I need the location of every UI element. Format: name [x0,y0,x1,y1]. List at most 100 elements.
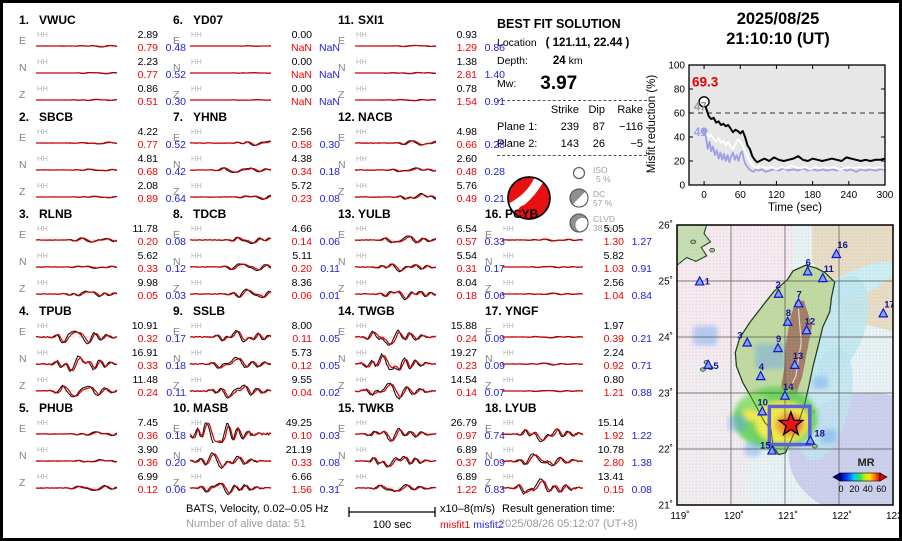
fit-values: 11.78 0.20 0.08 [121,223,187,248]
component-row-z: Z HH 0.00 NaN NaN [173,83,340,110]
amplitude-value: 2.56 [291,126,312,138]
component-letter: Z [485,283,492,295]
station-map-label: 15 [760,441,771,452]
amplitude-value: 15.88 [450,320,477,332]
misfit1-value: 0.24 [456,332,477,345]
amplitude-value: 4.81 [137,153,158,165]
amplitude-value: 7.45 [137,417,158,429]
station-map-label: 16 [837,240,848,251]
divider [497,155,647,156]
event-date: 2025/08/25 [736,10,820,28]
synthetic-trace [35,331,117,344]
waveform-trace: HH [501,445,584,467]
component-row-n: N HH 6.89 0.37 0.09 [338,444,505,471]
misfit1-value: 0.23 [456,359,477,372]
station-map-label: 6 [806,257,811,268]
component-row-e: E HH 8.00 0.11 0.05 [173,320,340,347]
misfit1-value: 0.68 [137,165,158,178]
amplitude-value: 9.55 [291,374,312,386]
misfit2-value: 0.11 [166,386,186,399]
svg-text:HH: HH [191,375,202,384]
component-letter: N [173,353,181,365]
fit-values: 5.05 1.30 1.27 [587,223,652,248]
svg-text:HH: HH [37,127,48,136]
component-letter: Z [173,186,180,198]
svg-text:120: 120 [768,190,785,201]
svg-text:20: 20 [674,157,686,168]
synthetic-trace [189,482,272,494]
misfit2-value: 0.02 [319,386,340,399]
misfit2-value: 0.18 [165,429,186,442]
lat-tick: 21˚ [659,500,673,512]
synthetic-trace [501,479,584,494]
component-letter: Z [173,89,180,101]
station-map-label: 11 [824,264,835,275]
amplitude-value: 2.60 [456,153,477,165]
misfit2-value: 0.11 [320,262,340,275]
svg-text:HH: HH [191,445,202,454]
amplitude-value: 0.78 [456,83,477,95]
amplitude-value: 2.56 [603,277,624,289]
misfit2-value: 0.52 [165,68,186,81]
component-letter: N [19,353,27,365]
station-block-yd07: 6. YD07 E HH 0.00 NaN NaN N HH 0.00 NaN NaN Z HH 0.00 N… [173,13,340,110]
fit-values: 0.86 0.51 0.30 [121,83,186,108]
fit-values: 16.91 0.33 0.18 [121,347,186,372]
misfit-legend: misfit1 misfit2 [440,519,504,531]
fit-values: 0.00 NaN NaN [275,56,340,81]
component-row-e: E HH 0.93 1.29 0.86 [338,29,505,56]
waveform-trace: HH [190,224,272,244]
amplitude-unit: x10–8(m/s) [440,503,496,515]
svg-text:HH: HH [356,181,367,190]
station-code: YULB [358,207,391,221]
station-map-label: 8 [786,308,791,319]
synthetic-trace [190,453,272,468]
station-number: 16. [485,207,502,221]
station-triangle-10 [757,405,768,416]
waveform-trace: HH [189,375,272,399]
col-rake: Rake [617,104,643,116]
station-header: 12. NACB [338,110,504,126]
svg-text:HH: HH [356,154,367,163]
amplitude-value: 4.98 [456,126,477,138]
station-block-sslb: 9. SSLB E HH 8.00 0.11 0.05 N HH 5.73 0.12 0.05 Z HH 9… [173,304,340,401]
svg-text:HH: HH [503,321,514,330]
fit-values: 9.55 0.04 0.02 [275,374,340,399]
misfit-annotation: 69.3 [692,75,719,90]
station-block-vwuc: 1. VWUC E HH 2.89 0.79 0.48 N HH 2.23 0.77 0.52 Z HH 0… [19,13,186,110]
station-block-sxi1: 11. SXI1 E HH 0.93 1.29 0.86 N HH 1.38 2.81 1.40 Z HH… [338,13,505,110]
misfit1-value: 0.77 [137,68,158,81]
synthetic-trace [501,454,583,467]
misfit2-value: 0.88 [631,386,652,399]
amplitude-value: 5.62 [137,250,158,262]
station-code: MASB [193,401,229,415]
svg-text:HH: HH [37,30,48,39]
mw-value: 3.97 [540,73,578,94]
misfit1-value: 1.04 [603,289,624,302]
station-code: YD07 [193,13,224,27]
component-letter: Z [338,380,345,392]
misfit2-value: 0.03 [319,429,340,442]
component-row-n: N HH 5.11 0.20 0.11 [173,250,340,277]
amplitude-value: 6.54 [456,223,477,235]
station-number: 14. [338,304,355,318]
station-code: TPUB [39,304,72,318]
fit-values: 2.24 0.92 0.71 [587,347,652,372]
component-row-n: N HH 5.62 0.33 0.12 [19,250,186,277]
component-row-z: Z HH 6.89 1.22 0.83 [338,471,505,498]
misfit1-value: 0.58 [291,138,312,151]
misfit2-value: 0.91 [631,262,652,275]
misfit2-value: 0.74 [484,429,505,442]
misfit-ylabel: Misfit reduction (%) [646,74,658,174]
station-number: 3. [19,207,30,221]
epicenter-star [777,409,805,437]
svg-text:300: 300 [877,190,894,201]
fit-values: 8.00 0.11 0.05 [275,320,340,345]
misfit2-value: 0.20 [165,456,186,469]
svg-text:60: 60 [735,190,747,201]
misfit2-value: 0.09 [484,332,505,345]
synthetic-trace [35,459,117,463]
station-number: 9. [173,304,184,318]
waveform-trace: HH [189,321,272,343]
misfit2-value: 0.84 [631,289,652,302]
